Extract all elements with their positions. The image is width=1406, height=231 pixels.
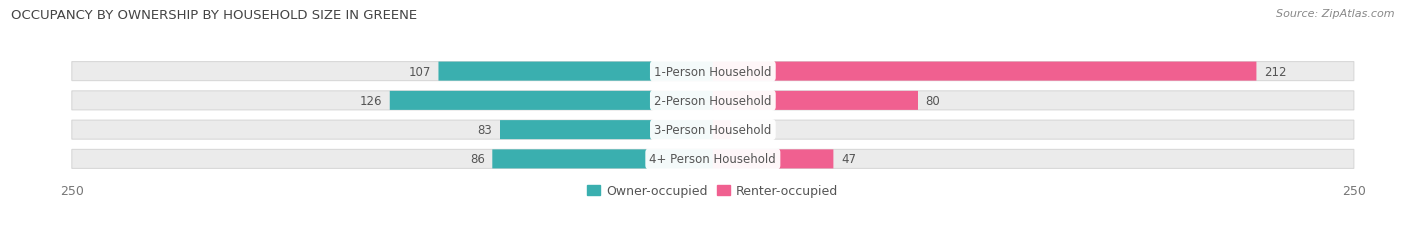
Text: 83: 83 <box>478 124 492 137</box>
FancyBboxPatch shape <box>501 121 713 140</box>
Text: 47: 47 <box>841 153 856 166</box>
Text: Source: ZipAtlas.com: Source: ZipAtlas.com <box>1277 9 1395 19</box>
FancyBboxPatch shape <box>72 150 713 169</box>
Text: 107: 107 <box>408 65 430 78</box>
FancyBboxPatch shape <box>713 121 1354 140</box>
FancyBboxPatch shape <box>72 62 713 81</box>
Text: 7: 7 <box>738 124 747 137</box>
Text: 1-Person Household: 1-Person Household <box>654 65 772 78</box>
FancyBboxPatch shape <box>713 62 1257 81</box>
FancyBboxPatch shape <box>713 91 1354 110</box>
Text: 212: 212 <box>1264 65 1286 78</box>
FancyBboxPatch shape <box>713 91 918 110</box>
Text: 86: 86 <box>470 153 485 166</box>
Text: 3-Person Household: 3-Person Household <box>654 124 772 137</box>
Legend: Owner-occupied, Renter-occupied: Owner-occupied, Renter-occupied <box>582 179 844 202</box>
Text: 126: 126 <box>360 94 382 107</box>
Text: 2-Person Household: 2-Person Household <box>654 94 772 107</box>
FancyBboxPatch shape <box>439 62 713 81</box>
FancyBboxPatch shape <box>713 150 834 169</box>
Text: 4+ Person Household: 4+ Person Household <box>650 153 776 166</box>
FancyBboxPatch shape <box>713 62 1354 81</box>
FancyBboxPatch shape <box>492 150 713 169</box>
Text: 80: 80 <box>925 94 941 107</box>
FancyBboxPatch shape <box>72 91 713 110</box>
FancyBboxPatch shape <box>72 121 713 140</box>
Text: OCCUPANCY BY OWNERSHIP BY HOUSEHOLD SIZE IN GREENE: OCCUPANCY BY OWNERSHIP BY HOUSEHOLD SIZE… <box>11 9 418 22</box>
FancyBboxPatch shape <box>713 121 731 140</box>
FancyBboxPatch shape <box>713 150 1354 169</box>
FancyBboxPatch shape <box>389 91 713 110</box>
